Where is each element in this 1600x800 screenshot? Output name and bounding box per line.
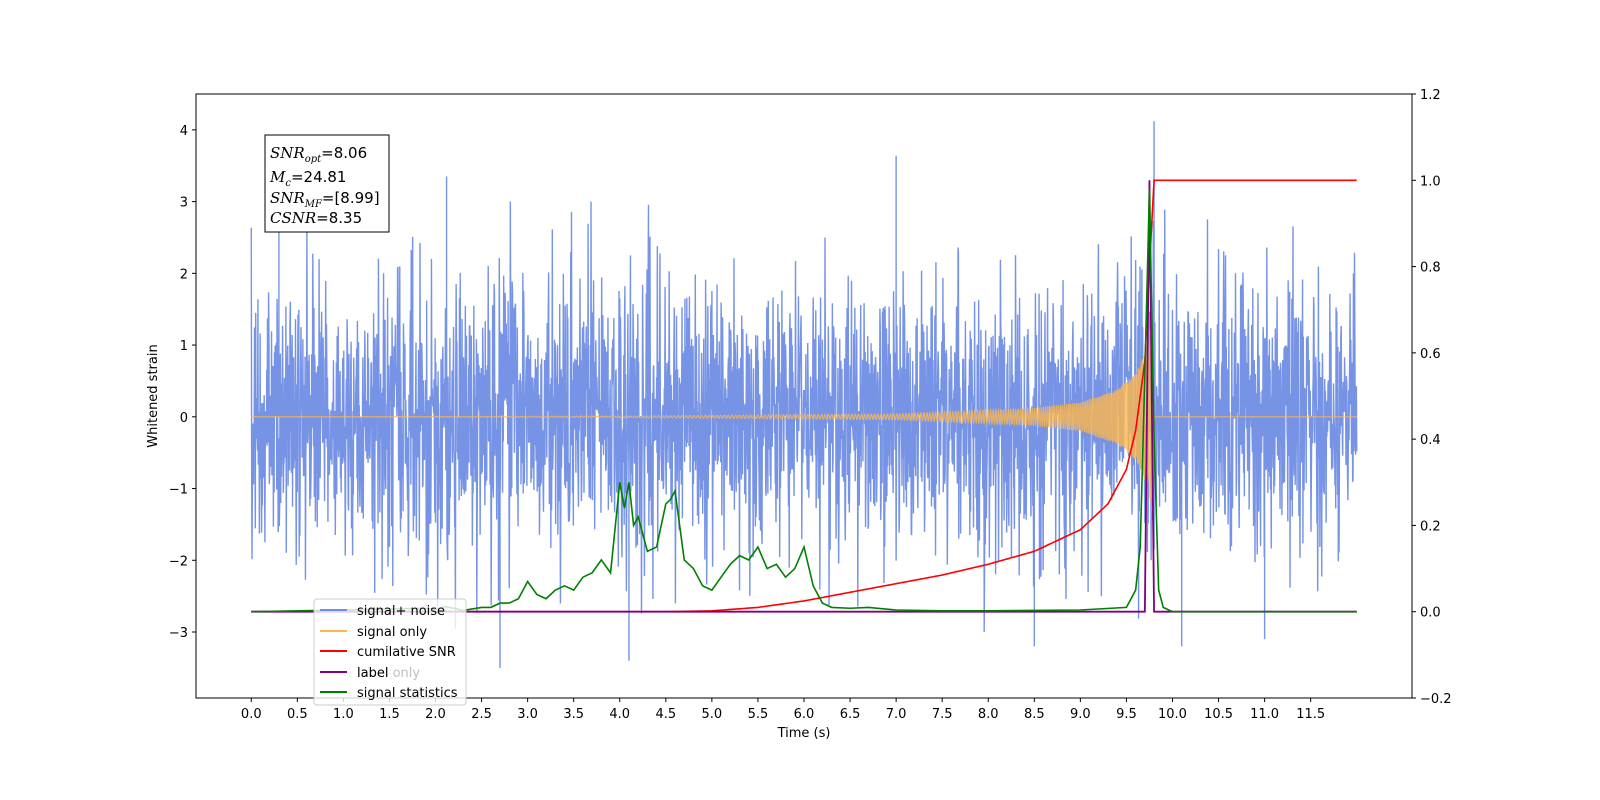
x-tick-label: 4.5	[655, 707, 676, 722]
y2-tick-label: 0.8	[1420, 261, 1441, 276]
x-axis-label: Time (s)	[777, 726, 831, 741]
y2-tick-label: 0.0	[1420, 606, 1441, 621]
stats-annotation: SNRopt=8.06 Mc=24.81 SNRMF=[8.99] CSNR=8…	[264, 134, 390, 233]
legend-label-cumulative-snr: cumilative SNR	[357, 645, 456, 660]
plot-area	[250, 121, 1358, 668]
y-tick-label: −2	[169, 554, 188, 569]
y-tick-label: 3	[180, 196, 188, 211]
legend-hidden-label: label only	[357, 666, 420, 681]
x-tick-label: 10.5	[1204, 707, 1233, 722]
x-tick-label: 6.0	[794, 707, 815, 722]
legend: label only signal+ noise signal only cum…	[313, 598, 467, 706]
x-tick-label: 8.5	[1024, 707, 1045, 722]
y2-axis-ticks: −0.2 0.0 0.2 0.4 0.6 0.8 1.0 1.2	[1412, 88, 1452, 707]
y2-tick-label: −0.2	[1420, 692, 1452, 707]
annotation-box	[264, 134, 390, 233]
y2-tick-label: 0.4	[1420, 433, 1441, 448]
legend-label-signal-only: signal only	[357, 625, 427, 640]
legend-box	[313, 598, 467, 706]
x-tick-label: 5.5	[748, 707, 769, 722]
y-tick-label: −3	[169, 626, 188, 641]
series-signal-only	[251, 324, 1357, 514]
legend-label-signal-noise: signal+ noise	[357, 604, 445, 619]
y-tick-label: 1	[180, 339, 188, 354]
x-tick-label: 3.0	[517, 707, 538, 722]
y2-tick-label: 0.2	[1420, 519, 1441, 534]
x-tick-label: 9.5	[1116, 707, 1137, 722]
annotation-mc: Mc=24.81	[269, 168, 346, 189]
y2-tick-label: 1.0	[1420, 174, 1441, 189]
series-signal-noise	[250, 121, 1358, 668]
x-tick-label: 10.0	[1158, 707, 1187, 722]
x-tick-label: 2.0	[425, 707, 446, 722]
x-tick-label: 11.5	[1296, 707, 1325, 722]
annotation-snr-opt: SNRopt=8.06	[270, 144, 367, 165]
x-tick-label: 0.5	[287, 707, 308, 722]
x-tick-label: 4.0	[609, 707, 630, 722]
y-axis-ticks: −3 −2 −1 0 1 2 3 4	[169, 124, 196, 641]
y2-tick-label: 1.2	[1420, 88, 1441, 103]
x-tick-label: 9.0	[1070, 707, 1091, 722]
x-tick-label: 0.0	[241, 707, 262, 722]
x-tick-label: 7.0	[886, 707, 907, 722]
x-tick-label: 11.0	[1250, 707, 1279, 722]
x-tick-label: 6.5	[840, 707, 861, 722]
x-tick-label: 1.0	[333, 707, 354, 722]
x-tick-label: 3.5	[563, 707, 584, 722]
annotation-csnr: CSNR=8.35	[270, 209, 362, 227]
y-tick-label: −1	[169, 483, 188, 498]
y-tick-label: 0	[180, 411, 188, 426]
x-tick-label: 8.0	[978, 707, 999, 722]
series-layer	[250, 121, 1358, 668]
y-tick-label: 2	[180, 267, 188, 282]
y-tick-label: 4	[180, 124, 188, 139]
legend-label-signal-statistics: signal statistics	[357, 686, 458, 701]
x-tick-label: 2.5	[471, 707, 492, 722]
annotation-snr-mf: SNRMF=[8.99]	[270, 189, 380, 210]
x-tick-label: 7.5	[932, 707, 953, 722]
legend-label-label: label	[357, 666, 388, 681]
x-axis-ticks: 0.0 0.5 1.0 1.5 2.0 2.5 3.0 3.5 4.0 4.5 5.0 5.5 6.0 6…	[241, 698, 1325, 722]
x-tick-label: 1.5	[379, 707, 400, 722]
y2-tick-label: 0.6	[1420, 347, 1441, 362]
x-tick-label: 5.0	[702, 707, 723, 722]
y-axis-label: Whitened strain	[146, 344, 161, 447]
series-signal-statistics	[251, 188, 1357, 613]
